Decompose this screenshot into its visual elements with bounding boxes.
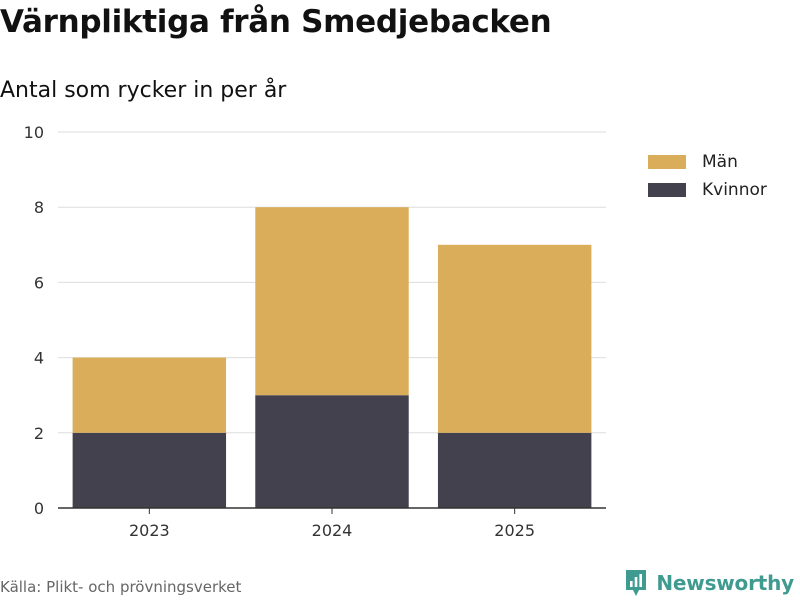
legend-swatch-kvinnor [648,183,686,197]
bar-2023-män [72,357,227,433]
legend-item-kvinnor: Kvinnor [648,176,767,204]
legend-label-kvinnor: Kvinnor [702,180,767,200]
source-note: Källa: Plikt- och prövningsverket [0,578,242,596]
legend-item-man: Män [648,148,767,176]
bars [72,207,592,508]
bar-2024-män [255,207,409,396]
y-tick-label-4: 4 [34,349,44,368]
chart-subtitle: Antal som rycker in per år [0,78,287,103]
brand-name: Newsworthy [656,571,794,595]
axes: 0 2 4 6 8 10 2023 2024 2025 [24,123,606,540]
bar-2023-kvinnor [72,432,227,508]
y-tick-label-2: 2 [34,424,44,443]
y-tick-label-0: 0 [34,499,44,518]
y-tick-label-10: 10 [24,123,44,142]
brand-logo: Newsworthy [624,568,794,598]
x-tick-label-2024: 2024 [312,521,353,540]
y-tick-label-8: 8 [34,198,44,217]
y-tick-label-6: 6 [34,273,44,292]
x-tick-label-2023: 2023 [129,521,170,540]
chart-title: Värnpliktiga från Smedjebacken [0,4,552,40]
bar-2025-kvinnor [437,432,592,508]
bar-2025-män [437,244,592,433]
legend-label-man: Män [702,152,738,172]
legend-swatch-man [648,155,686,169]
bar-2024-kvinnor [255,395,409,508]
x-tick-label-2025: 2025 [494,521,535,540]
legend: Män Kvinnor [648,148,767,204]
newsworthy-logo-icon [626,570,647,596]
